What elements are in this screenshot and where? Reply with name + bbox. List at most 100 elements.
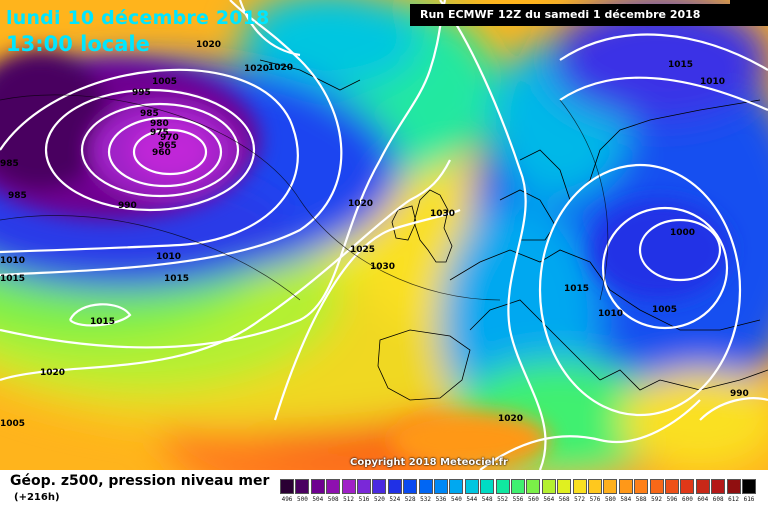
- isobars: [0, 0, 768, 470]
- color-scale-label: 560: [527, 496, 539, 503]
- pressure-label: 1030: [370, 262, 395, 272]
- color-scale-swatch: [649, 479, 664, 494]
- color-scale-swatch: [387, 479, 402, 494]
- color-scale-swatch: [588, 479, 602, 494]
- color-scale-swatch: [372, 479, 387, 494]
- color-scale-label: 608: [712, 496, 724, 503]
- color-scale-swatch: [526, 479, 541, 494]
- color-scale-swatch: [403, 479, 418, 494]
- pressure-label: 960: [152, 148, 171, 158]
- color-scale-swatch: [280, 479, 294, 494]
- color-scale-label: 516: [358, 496, 370, 503]
- color-scale-swatch: [295, 479, 310, 494]
- pressure-label: 995: [132, 88, 151, 98]
- pressure-label: 1015: [0, 274, 25, 284]
- pressure-label: 975: [150, 128, 169, 138]
- color-scale-label: 552: [497, 496, 509, 503]
- coastlines: [259, 59, 768, 401]
- color-scale-label: 616: [743, 496, 755, 503]
- pressure-label: 1020: [244, 64, 269, 74]
- pressure-label: 1000: [670, 228, 695, 238]
- color-scale-swatch: [357, 479, 371, 494]
- pressure-label: 1015: [164, 274, 189, 284]
- pressure-label: 1020: [268, 63, 293, 73]
- pressure-label: 1015: [668, 60, 693, 70]
- color-scale-swatch: [695, 479, 710, 494]
- pressure-label: 980: [150, 119, 169, 129]
- run-info: Run ECMWF 12Z du samedi 1 décembre 2018: [410, 4, 768, 26]
- pressure-label: 1010: [0, 256, 25, 266]
- pressure-label: 1010: [598, 309, 623, 319]
- color-scale-swatch: [665, 479, 679, 494]
- color-scale-swatch: [480, 479, 495, 494]
- geopotential-contours: [0, 94, 609, 301]
- geopotential-field: [0, 0, 768, 470]
- pressure-label: 1025: [350, 245, 375, 255]
- pressure-label: 1020: [196, 40, 221, 50]
- pressure-label: 1020: [40, 368, 65, 378]
- color-scale-label: 576: [589, 496, 601, 503]
- color-scale-swatch: [634, 479, 649, 494]
- color-scale-swatch: [341, 479, 356, 494]
- color-scale-legend: 496 500 504 508 512 516 520 524 528 532 536 540 544 5…: [280, 479, 760, 507]
- pressure-label: 1015: [90, 317, 115, 327]
- pressure-label: 1010: [156, 252, 181, 262]
- color-scale-label: 500: [296, 496, 308, 503]
- color-scale-label: 528: [404, 496, 416, 503]
- pressure-label: 1005: [652, 305, 677, 315]
- pressure-label: 1005: [0, 419, 25, 429]
- footer-subtitle: (+216h): [14, 492, 60, 503]
- color-scale-swatch: [511, 479, 525, 494]
- color-scale-label: 600: [681, 496, 693, 503]
- color-scale-label: 596: [666, 496, 678, 503]
- color-scale-label: 544: [466, 496, 478, 503]
- color-scale-swatch: [680, 479, 695, 494]
- pressure-label: 1015: [564, 284, 589, 294]
- map-date: lundi 10 décembre 2018: [6, 7, 270, 29]
- color-scale-swatch: [495, 479, 510, 494]
- color-scale-label: 588: [635, 496, 647, 503]
- color-scale-swatch: [326, 479, 341, 494]
- color-scale-label: 540: [450, 496, 462, 503]
- weather-map: 1020 1020 1020 1005 995 985 980 975 970 …: [0, 0, 768, 470]
- pressure-label: 1010: [700, 77, 725, 87]
- color-scale-label: 580: [604, 496, 616, 503]
- pressure-label: 970: [160, 133, 179, 143]
- color-scale-label: 592: [651, 496, 663, 503]
- pressure-label: 1030: [430, 209, 455, 219]
- color-scale-swatch: [418, 479, 433, 494]
- color-scale-label: 536: [435, 496, 447, 503]
- pressure-label: 985: [0, 159, 19, 169]
- color-scale-label: 548: [481, 496, 493, 503]
- color-scale-label: 496: [281, 496, 293, 503]
- color-scale-label: 508: [327, 496, 339, 503]
- color-scale-label: 556: [512, 496, 524, 503]
- color-scale-swatch: [557, 479, 572, 494]
- color-scale-swatch: [449, 479, 464, 494]
- color-scale-swatch: [726, 479, 741, 494]
- map-time: 13:00 locale: [6, 32, 150, 56]
- footer-title: Géop. z500, pression niveau mer: [10, 473, 270, 489]
- color-scale-swatch: [603, 479, 618, 494]
- pressure-label: 990: [730, 389, 749, 399]
- color-scale-swatch: [434, 479, 448, 494]
- color-scale-swatch: [742, 479, 756, 494]
- color-scale-label: 532: [420, 496, 432, 503]
- pressure-label: 965: [158, 141, 177, 151]
- color-scale-label: 520: [373, 496, 385, 503]
- color-scale-label: 512: [343, 496, 355, 503]
- color-scale-swatch: [310, 479, 325, 494]
- pressure-labels: 1020 1020 1020 1005 995 985 980 975 970 …: [0, 40, 749, 429]
- color-scale-swatch: [464, 479, 479, 494]
- pressure-label: 985: [8, 191, 27, 201]
- color-scale-label: 604: [697, 496, 709, 503]
- color-scale-label: 564: [543, 496, 555, 503]
- pressure-label: 1005: [152, 77, 177, 87]
- color-scale-label: 612: [728, 496, 740, 503]
- pressure-label: 1020: [498, 414, 523, 424]
- color-scale-swatch: [618, 479, 633, 494]
- color-scale-label: 572: [574, 496, 586, 503]
- top-right-bar: [730, 0, 768, 6]
- color-scale-swatch: [541, 479, 556, 494]
- copyright-text: Copyright 2018 Meteociel.fr: [350, 457, 508, 468]
